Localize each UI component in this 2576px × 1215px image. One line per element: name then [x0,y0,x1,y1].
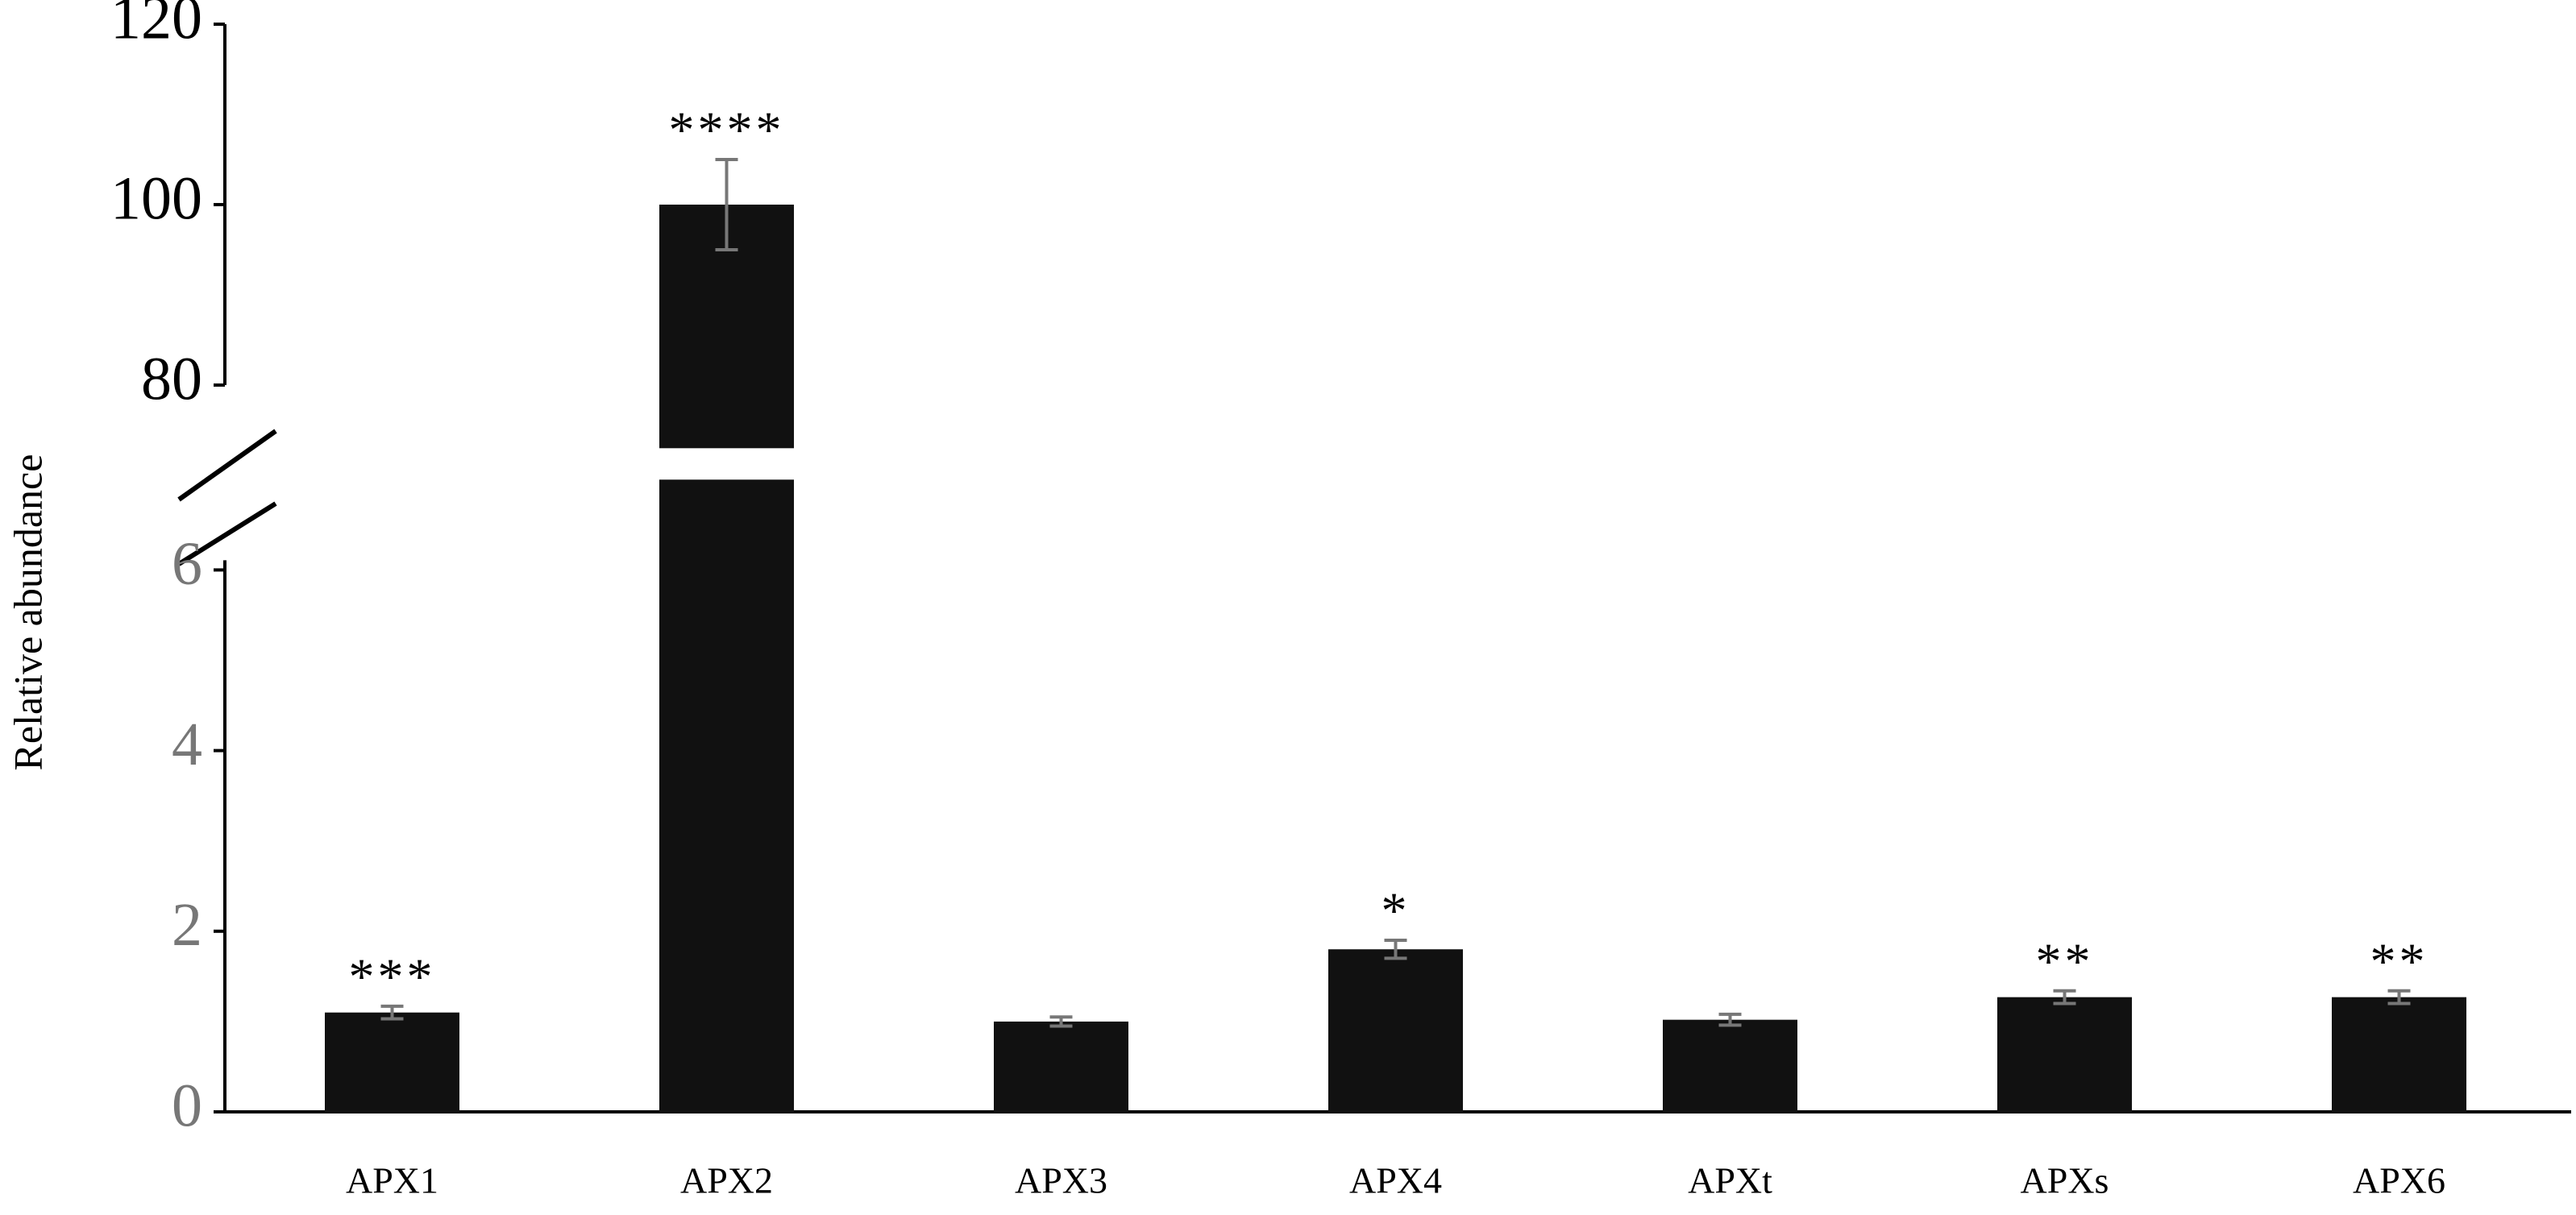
y-tick-label: 4 [172,711,202,778]
x-tick-label: APX6 [2353,1160,2445,1201]
significance-label: * [1381,882,1411,939]
y-tick-label: 120 [110,0,202,52]
y-tick-label: 100 [110,164,202,232]
x-tick-label: APXt [1688,1160,1772,1201]
axis-break [177,429,277,502]
bar [994,1021,1128,1112]
bar [2332,997,2466,1112]
axis-break [177,501,277,566]
y-tick-label: 6 [172,530,202,598]
significance-label: *** [349,948,436,1006]
significance-label: ** [2370,932,2429,989]
x-tick-label: APX3 [1015,1160,1107,1201]
significance-label: **** [669,102,785,159]
y-axis-title: Relative abundance [5,454,50,771]
x-tick-label: APX1 [346,1160,438,1201]
bar [659,479,794,1112]
x-tick-label: APXs [2021,1160,2109,1201]
significance-label: ** [2036,932,2094,989]
x-tick-label: APX4 [1349,1160,1442,1201]
bar [1328,949,1463,1112]
y-tick-label: 0 [172,1072,202,1139]
x-tick-label: APX2 [680,1160,773,1201]
y-tick-label: 2 [172,891,202,959]
bar [1997,997,2132,1112]
bar [1663,1019,1797,1112]
bar [325,1012,459,1112]
y-tick-label: 80 [141,345,202,413]
